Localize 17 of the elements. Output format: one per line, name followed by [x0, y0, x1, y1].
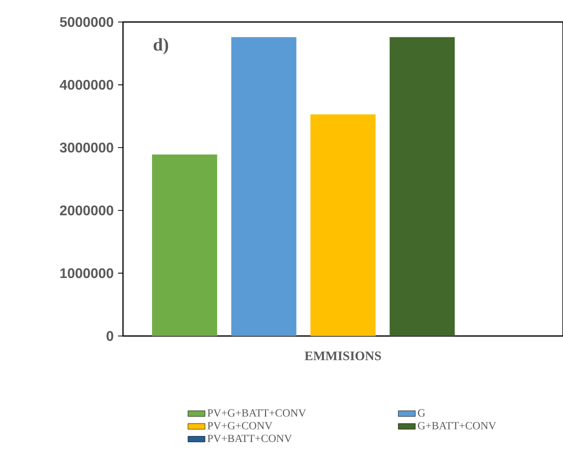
bar: [152, 154, 218, 336]
y-tick-label: 2000000: [60, 205, 114, 216]
annotation: d): [154, 38, 168, 54]
legend-label: G+BATT+CONV: [418, 422, 496, 430]
y-tick-label: 5000000: [60, 17, 114, 27]
legend-label: PV+BATT+CONV: [208, 434, 292, 442]
legend-label: G: [418, 409, 426, 417]
x-axis-title: EMMISIONS: [304, 352, 381, 360]
y-tick-label: 4000000: [60, 80, 114, 90]
bar: [231, 37, 296, 336]
y-tick-label: 1000000: [60, 268, 114, 278]
y-tick-label: 0: [106, 331, 114, 341]
y-tick-label: 3000000: [60, 142, 114, 153]
bar: [390, 37, 455, 336]
bar: [310, 114, 376, 336]
legend-label: PV+G+BATT+CONV: [208, 409, 306, 417]
legend-label: PV+G+CONV: [208, 422, 272, 430]
